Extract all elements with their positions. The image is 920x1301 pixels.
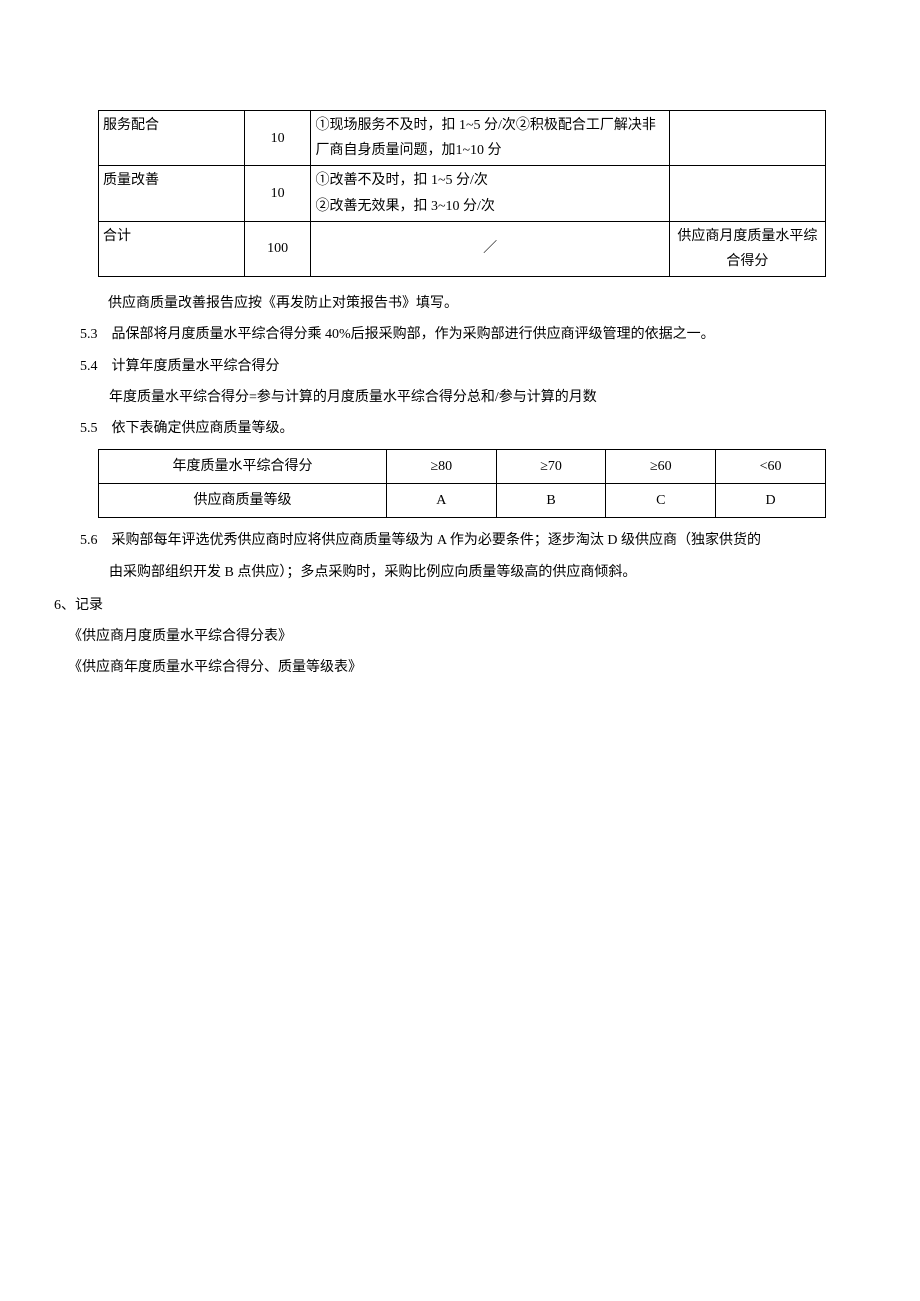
- scoring-table: 服务配合 10 ①现场服务不及时，扣 1~5 分/次②积极配合工厂解决非厂商自身…: [98, 110, 826, 277]
- section-number: 5.4: [80, 354, 108, 379]
- score-cell: 10: [244, 166, 311, 221]
- desc-cell: ①改善不及时，扣 1~5 分/次 ②改善无效果，扣 3~10 分/次: [311, 166, 669, 221]
- section-6-heading: 6、记录: [54, 593, 830, 618]
- data-cell: ≥80: [386, 450, 496, 484]
- table-row: 供应商质量等级 A B C D: [99, 484, 826, 518]
- section-number: 5.3: [80, 322, 108, 347]
- paragraph-56: 5.6 采购部每年评选优秀供应商时应将供应商质量等级为 A 作为必要条件；逐步淘…: [80, 528, 830, 553]
- data-cell: A: [386, 484, 496, 518]
- data-cell: ≥70: [496, 450, 606, 484]
- section-number: 5.6: [80, 528, 108, 553]
- section-number: 5.5: [80, 416, 108, 441]
- table-row: 质量改善 10 ①改善不及时，扣 1~5 分/次 ②改善无效果，扣 3~10 分…: [99, 166, 826, 221]
- score-cell: 10: [244, 111, 311, 166]
- item-cell: 合计: [99, 221, 245, 276]
- paragraph-53: 5.3 品保部将月度质量水平综合得分乘 40%后报采购部，作为采购部进行供应商评…: [80, 322, 830, 347]
- paragraph-56-line2: 由采购部组织开发 B 点供应）；多点采购时，采购比例应向质量等级高的供应商倾斜。: [109, 560, 830, 585]
- table-row: 服务配合 10 ①现场服务不及时，扣 1~5 分/次②积极配合工厂解决非厂商自身…: [99, 111, 826, 166]
- grade-table: 年度质量水平综合得分 ≥80 ≥70 ≥60 <60 供应商质量等级 A B C…: [98, 449, 826, 518]
- paragraph-text: 依下表确定供应商质量等级。: [112, 421, 294, 436]
- data-cell: ≥60: [606, 450, 716, 484]
- note-cell: 供应商月度质量水平综合得分: [669, 221, 825, 276]
- paragraph-54: 5.4 计算年度质量水平综合得分: [80, 354, 830, 379]
- table-row: 年度质量水平综合得分 ≥80 ≥70 ≥60 <60: [99, 450, 826, 484]
- data-cell: C: [606, 484, 716, 518]
- score-cell: 100: [244, 221, 311, 276]
- note-cell: [669, 166, 825, 221]
- header-cell: 供应商质量等级: [99, 484, 387, 518]
- record-item: 《供应商月度质量水平综合得分表》: [68, 624, 830, 649]
- note-cell: [669, 111, 825, 166]
- data-cell: B: [496, 484, 606, 518]
- header-cell: 年度质量水平综合得分: [99, 450, 387, 484]
- data-cell: D: [716, 484, 826, 518]
- paragraph-54-sub: 年度质量水平综合得分=参与计算的月度质量水平综合得分总和/参与计算的月数: [109, 385, 830, 410]
- paragraph: 供应商质量改善报告应按《再发防止对策报告书》填写。: [80, 291, 830, 316]
- data-cell: <60: [716, 450, 826, 484]
- desc-cell: ①现场服务不及时，扣 1~5 分/次②积极配合工厂解决非厂商自身质量问题，加1~…: [311, 111, 669, 166]
- paragraph-text: 品保部将月度质量水平综合得分乘 40%后报采购部，作为采购部进行供应商评级管理的…: [112, 327, 715, 342]
- paragraph-55: 5.5 依下表确定供应商质量等级。: [80, 416, 830, 441]
- paragraph-text: 计算年度质量水平综合得分: [112, 359, 280, 374]
- item-cell: 服务配合: [99, 111, 245, 166]
- table-row: 合计 100 ／ 供应商月度质量水平综合得分: [99, 221, 826, 276]
- item-cell: 质量改善: [99, 166, 245, 221]
- desc-cell: ／: [311, 221, 669, 276]
- paragraph-text: 采购部每年评选优秀供应商时应将供应商质量等级为 A 作为必要条件；逐步淘汰 D …: [112, 533, 761, 548]
- record-item: 《供应商年度质量水平综合得分、质量等级表》: [68, 655, 830, 680]
